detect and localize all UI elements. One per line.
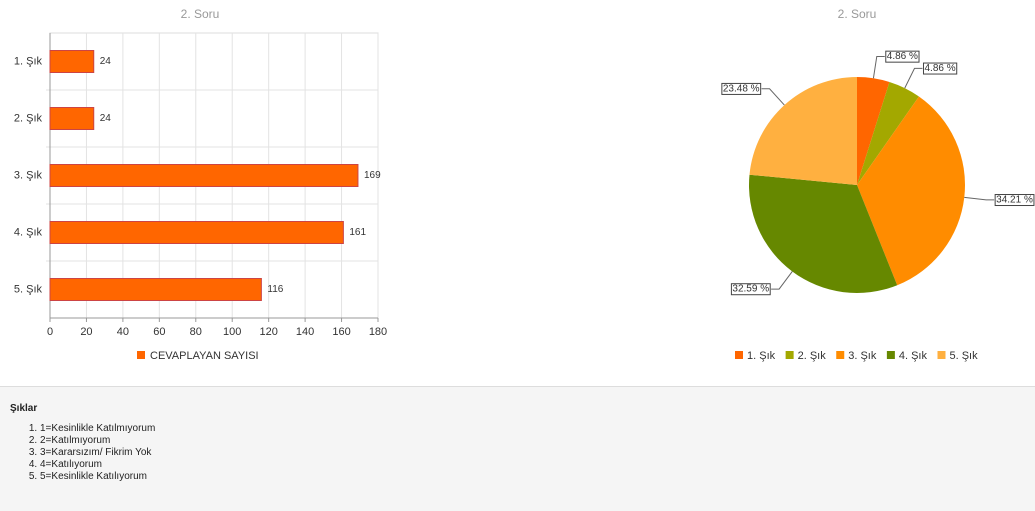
option-item: 2=Katılmıyorum [40, 435, 155, 447]
leader-line [872, 56, 885, 79]
data-label: 23.48 % [723, 83, 760, 94]
data-label: 161 [349, 227, 366, 238]
data-label: 34.21 % [996, 195, 1033, 206]
option-item: 5=Kesinlikle Katılıyorum [40, 471, 155, 483]
data-label: 4.86 % [924, 63, 955, 74]
legend-label: CEVAPLAYAN SAYISI [150, 350, 259, 362]
x-tick-label: 180 [369, 326, 387, 338]
legend-swatch [937, 351, 946, 359]
leader-line [964, 196, 995, 201]
data-label: 24 [100, 113, 112, 124]
leader-line [904, 67, 923, 89]
x-tick-label: 20 [80, 326, 92, 338]
chart: 2. Soru 2. Soru 0 20 40 60 80 100 120 140 160 180… [14, 7, 1035, 362]
y-tick-label: 3. Şık [14, 169, 43, 181]
legend-swatch [137, 351, 145, 359]
pie-slice [749, 77, 857, 185]
options-title: Şıklar [10, 403, 38, 414]
leader-line [771, 271, 793, 290]
x-tick-label: 40 [117, 326, 129, 338]
pie-slice [857, 77, 890, 185]
option-item: 3=Kararsızım/ Fikrim Yok [40, 447, 155, 459]
x-tick-label: 160 [332, 326, 350, 338]
data-label: 169 [364, 170, 381, 181]
leader-line [761, 88, 785, 106]
legend-label: 4. Şık [899, 350, 928, 362]
bar [49, 221, 344, 244]
pie-title: 2. Soru [838, 7, 877, 21]
bar [49, 50, 95, 73]
legend-label: 5. Şık [949, 350, 978, 362]
option-item: 1=Kesinlikle Katılmıyorum [40, 423, 155, 435]
data-label: 4.86 % [887, 51, 918, 62]
y-tick-label: 2. Şık [14, 112, 43, 124]
bar [49, 164, 359, 187]
x-tick-label: 60 [153, 326, 165, 338]
bar [49, 278, 262, 301]
pie-slice [857, 81, 919, 185]
bar-title: 2. Soru [181, 7, 220, 21]
legend-label: 3. Şık [848, 350, 877, 362]
data-label: 24 [100, 56, 112, 67]
label-box [885, 50, 920, 63]
legend-label: 2. Şık [798, 350, 827, 362]
label-box [994, 194, 1035, 207]
legend-swatch [735, 351, 743, 359]
y-tick-label: 1. Şık [14, 55, 43, 67]
options-list: 1=Kesinlikle Katılmıyorum2=Katılmıyorum3… [12, 423, 155, 483]
x-tick-label: 120 [259, 326, 277, 338]
data-label: 116 [267, 284, 283, 295]
legend-swatch [785, 351, 794, 359]
label-box [922, 62, 958, 75]
data-label: 32.59 % [732, 284, 769, 295]
legend-swatch [886, 351, 895, 359]
x-tick-label: 80 [190, 326, 202, 338]
y-tick-label: 4. Şık [14, 226, 43, 238]
label-box [721, 82, 762, 95]
option-item: 4=Katılıyorum [40, 459, 155, 471]
y-tick-label: 5. Şık [14, 283, 43, 295]
bar [49, 107, 95, 130]
legend-label: 1. Şık [747, 350, 776, 362]
label-box [730, 283, 771, 296]
pie-slice [749, 174, 898, 293]
x-tick-label: 0 [47, 326, 53, 338]
legend-swatch [836, 351, 845, 359]
pie-slice [857, 96, 966, 286]
x-tick-label: 100 [223, 326, 241, 338]
options-panel: Şıklar 1=Kesinlikle Katılmıyorum2=Katılm… [0, 386, 1035, 511]
x-tick-label: 140 [296, 326, 314, 338]
